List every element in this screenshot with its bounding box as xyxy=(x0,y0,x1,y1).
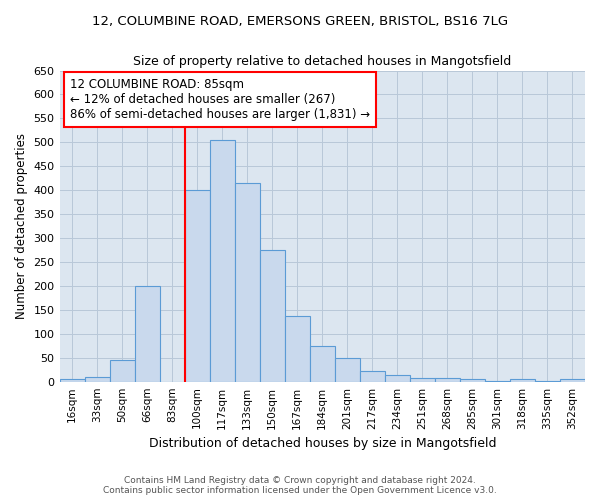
Bar xyxy=(260,250,285,382)
Bar xyxy=(209,140,235,382)
Bar xyxy=(134,286,160,382)
Bar xyxy=(235,183,260,382)
Text: 12 COLUMBINE ROAD: 85sqm
← 12% of detached houses are smaller (267)
86% of semi-: 12 COLUMBINE ROAD: 85sqm ← 12% of detach… xyxy=(70,78,370,122)
Bar xyxy=(310,346,335,382)
Bar xyxy=(560,380,585,382)
Bar xyxy=(410,378,435,382)
Text: Contains HM Land Registry data © Crown copyright and database right 2024.
Contai: Contains HM Land Registry data © Crown c… xyxy=(103,476,497,495)
Bar xyxy=(59,380,85,382)
Text: 12, COLUMBINE ROAD, EMERSONS GREEN, BRISTOL, BS16 7LG: 12, COLUMBINE ROAD, EMERSONS GREEN, BRIS… xyxy=(92,15,508,28)
Bar xyxy=(110,360,134,382)
Title: Size of property relative to detached houses in Mangotsfield: Size of property relative to detached ho… xyxy=(133,55,511,68)
Bar xyxy=(510,380,535,382)
Bar xyxy=(285,316,310,382)
Bar xyxy=(460,380,485,382)
Bar xyxy=(185,190,209,382)
Bar xyxy=(435,378,460,382)
Bar xyxy=(385,376,410,382)
Bar xyxy=(360,370,385,382)
Bar xyxy=(85,377,110,382)
X-axis label: Distribution of detached houses by size in Mangotsfield: Distribution of detached houses by size … xyxy=(149,437,496,450)
Bar xyxy=(335,358,360,382)
Y-axis label: Number of detached properties: Number of detached properties xyxy=(15,133,28,319)
